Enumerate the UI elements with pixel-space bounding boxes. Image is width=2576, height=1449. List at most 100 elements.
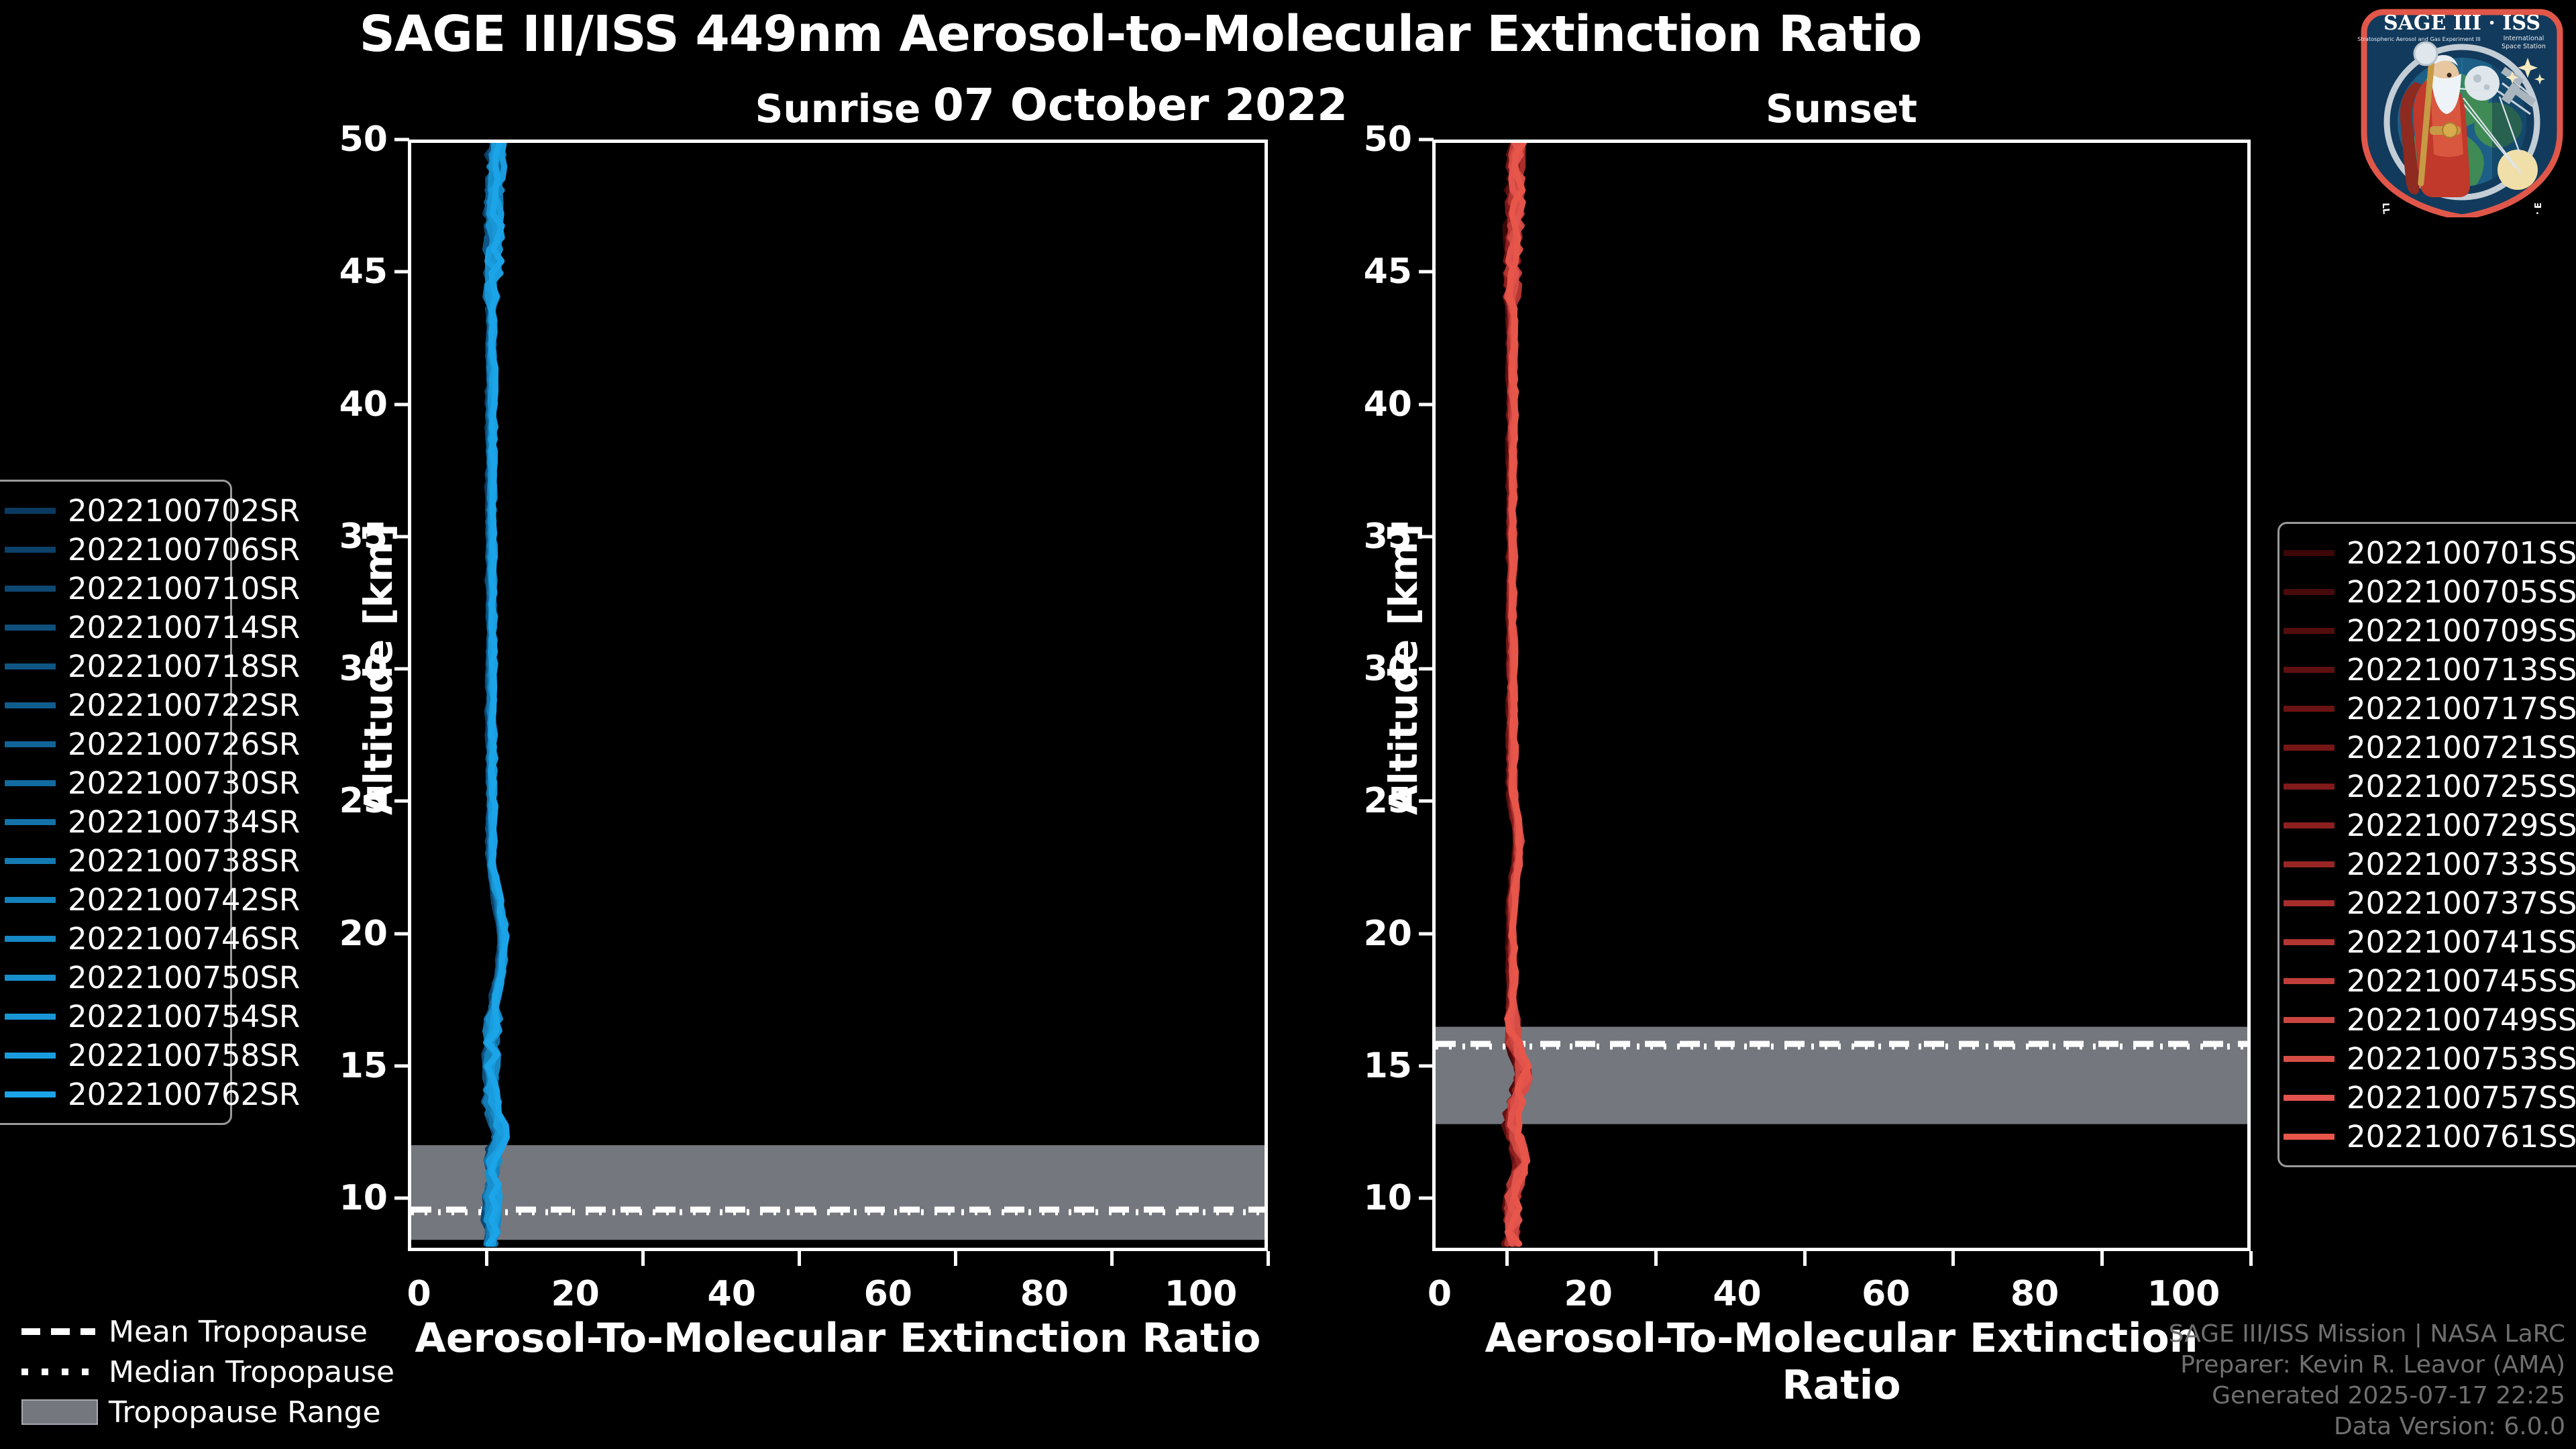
legend-color-swatch	[2284, 783, 2334, 790]
sunset-legend[interactable]: 2022100701SS 2022100705SS 2022100709SS 2022…	[2277, 522, 2576, 1167]
legend-label: 2022100722SR	[68, 687, 301, 723]
sunrise-x-tick-label: 40	[707, 1274, 756, 1314]
legend-color-swatch	[5, 896, 56, 903]
sunrise-legend[interactable]: 2022100702SR 2022100706SR 2022100710SR 2022…	[0, 480, 300, 1125]
sunrise-legend-item[interactable]: 2022100730SR	[0, 763, 300, 802]
sunset-legend-item[interactable]: 2022100713SS	[2279, 650, 2576, 689]
sunset-x-tick-mark	[1505, 1251, 1509, 1266]
sunset-legend-item[interactable]: 2022100757SS	[2279, 1078, 2576, 1117]
legend-label: 2022100729SS	[2347, 807, 2576, 843]
legend-label: 2022100734SR	[68, 804, 301, 840]
sunset-legend-item[interactable]: 2022100709SS	[2279, 611, 2576, 650]
legend-label: 2022100733SS	[2347, 846, 2576, 882]
legend-color-swatch	[5, 546, 56, 553]
sunset-y-tick-label: 50	[1363, 119, 1412, 160]
legend-color-swatch	[5, 507, 56, 514]
sunrise-legend-item[interactable]: 2022100762SR	[0, 1075, 300, 1114]
legend-label: 2022100709SS	[2347, 612, 2576, 649]
sunset-legend-item[interactable]: 2022100761SS	[2279, 1117, 2576, 1156]
sunset-legend-item[interactable]: 2022100745SS	[2279, 961, 2576, 1000]
legend-color-swatch	[5, 624, 56, 631]
sunrise-y-tick-mark	[394, 270, 409, 274]
sunrise-x-tick-mark	[641, 1251, 645, 1266]
legend-color-swatch	[2284, 1094, 2334, 1101]
sunset-y-tick-mark	[1419, 270, 1434, 274]
sunset-x-tick-label: 80	[2010, 1274, 2059, 1314]
sunrise-legend-item[interactable]: 2022100714SR	[0, 608, 300, 647]
legend-color-swatch	[2284, 822, 2334, 828]
sunrise-y-tick-label: 50	[339, 119, 388, 160]
sunset-y-tick-mark	[1419, 402, 1434, 407]
sunset-legend-item[interactable]: 2022100737SS	[2279, 883, 2576, 922]
sunrise-legend-item[interactable]: 2022100706SR	[0, 530, 300, 569]
sunset-y-tick-mark	[1419, 932, 1434, 936]
sunrise-x-tick-mark	[797, 1251, 801, 1266]
sunrise-x-tick-label: 0	[407, 1274, 431, 1314]
legend-color-swatch	[5, 974, 56, 981]
sunrise-x-tick-label: 100	[1164, 1274, 1238, 1314]
sunrise-y-tick-label: 30	[339, 649, 388, 690]
sunrise-y-tick-mark	[394, 667, 409, 671]
sunset-x-tick-label: 0	[1427, 1274, 1452, 1314]
sunrise-legend-item[interactable]: 2022100746SR	[0, 919, 300, 958]
sunrise-legend-item[interactable]: 2022100726SR	[0, 724, 300, 763]
legend-color-swatch	[2284, 705, 2334, 712]
sunrise-legend-item[interactable]: 2022100758SR	[0, 1036, 300, 1075]
sunrise-legend-item[interactable]: 2022100734SR	[0, 802, 300, 841]
sunrise-y-axis-label: Altitude [km]	[356, 523, 401, 815]
sunset-legend-item[interactable]: 2022100725SS	[2279, 767, 2576, 806]
sage-iii-iss-mission-patch-logo: SAGE III · ISS Stratospheric Aerosol and…	[2351, 0, 2567, 286]
legend-color-swatch	[2284, 861, 2334, 867]
sunrise-x-axis-label: Aerosol-To-Molecular Extinction Ratio	[415, 1315, 1261, 1362]
legend-color-swatch	[2284, 900, 2334, 906]
tropopause-legend: Mean Tropopause Median Tropopause Tropop…	[7, 1311, 394, 1432]
sunrise-legend-item[interactable]: 2022100722SR	[0, 686, 300, 724]
legend-label: 2022100718SR	[68, 648, 301, 684]
sunset-legend-item[interactable]: 2022100717SS	[2279, 689, 2576, 728]
sunset-legend-item[interactable]: 2022100729SS	[2279, 806, 2576, 845]
sunrise-plot-panel	[408, 140, 1268, 1251]
sunset-y-tick-label: 30	[1363, 649, 1412, 690]
sunrise-legend-item[interactable]: 2022100750SR	[0, 958, 300, 997]
patch-subtitle-right-2: Space Station	[2502, 43, 2546, 50]
sunset-x-axis-label: Aerosol-To-Molecular Extinction Ratio	[1485, 1315, 2198, 1409]
legend-label: 2022100714SR	[68, 609, 301, 645]
legend-color-swatch	[5, 1013, 56, 1020]
legend-color-swatch	[2284, 1016, 2334, 1023]
sunset-x-tick-mark	[1951, 1251, 1955, 1266]
sunset-legend-item[interactable]: 2022100733SS	[2279, 845, 2576, 883]
legend-color-swatch	[2284, 588, 2334, 595]
sunrise-legend-item[interactable]: 2022100738SR	[0, 841, 300, 880]
sunrise-legend-item[interactable]: 2022100702SR	[0, 491, 300, 530]
sunset-legend-item[interactable]: 2022100749SS	[2279, 1000, 2576, 1039]
sunset-legend-item[interactable]: 2022100705SS	[2279, 572, 2576, 611]
sunrise-y-tick-label: 20	[339, 913, 388, 954]
legend-color-swatch	[2284, 744, 2334, 751]
legend-item-tropopause-range: Tropopause Range	[7, 1392, 382, 1432]
sunset-x-tick-label: 20	[1564, 1274, 1613, 1314]
sunrise-y-tick-mark	[394, 535, 409, 539]
legend-label: 2022100762SR	[68, 1076, 301, 1112]
legend-color-swatch	[2284, 627, 2334, 634]
sunset-legend-item[interactable]: 2022100721SS	[2279, 728, 2576, 767]
sunset-y-tick-mark	[1419, 667, 1434, 671]
sunrise-legend-item[interactable]: 2022100742SR	[0, 880, 300, 919]
sunset-y-tick-label: 25	[1363, 781, 1412, 822]
legend-color-swatch	[5, 935, 56, 942]
legend-color-swatch	[5, 663, 56, 669]
sunrise-legend-item[interactable]: 2022100754SR	[0, 997, 300, 1036]
sunrise-legend-item[interactable]: 2022100710SR	[0, 569, 300, 608]
legend-color-swatch	[2284, 938, 2334, 945]
legend-color-swatch	[5, 1091, 56, 1097]
sunrise-y-tick-label: 35	[339, 516, 388, 557]
sunset-y-tick-mark	[1419, 535, 1434, 539]
sunset-y-tick-mark	[1419, 138, 1434, 142]
sunset-legend-item[interactable]: 2022100741SS	[2279, 922, 2576, 961]
sunrise-legend-item[interactable]: 2022100718SR	[0, 647, 300, 686]
sunset-legend-item[interactable]: 2022100701SS	[2279, 533, 2576, 572]
sunset-legend-item[interactable]: 2022100753SS	[2279, 1039, 2576, 1078]
legend-label: 2022100753SS	[2347, 1040, 2576, 1077]
legend-color-swatch	[2284, 1055, 2334, 1062]
sunset-y-tick-label: 10	[1363, 1178, 1412, 1219]
legend-color-swatch	[5, 585, 56, 592]
